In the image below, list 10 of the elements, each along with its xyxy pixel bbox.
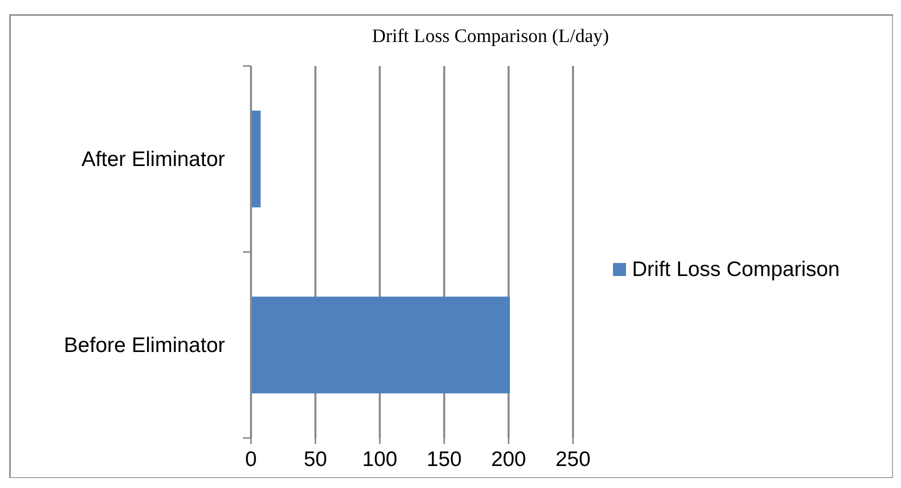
x-tick-label: 250	[555, 448, 591, 471]
x-tick-label: 200	[491, 448, 526, 471]
legend-label: Drift Loss Comparison	[632, 258, 840, 281]
x-tick-label: 150	[426, 448, 462, 471]
chart-title: Drift Loss Comparison (L/day)	[372, 26, 609, 47]
x-tick-label: 50	[304, 448, 328, 471]
x-tick-label: 0	[245, 448, 257, 471]
y-tick-label: Before Eliminator	[64, 334, 225, 357]
y-tick-label: After Eliminator	[81, 148, 226, 171]
x-tick-label: 100	[362, 448, 398, 471]
